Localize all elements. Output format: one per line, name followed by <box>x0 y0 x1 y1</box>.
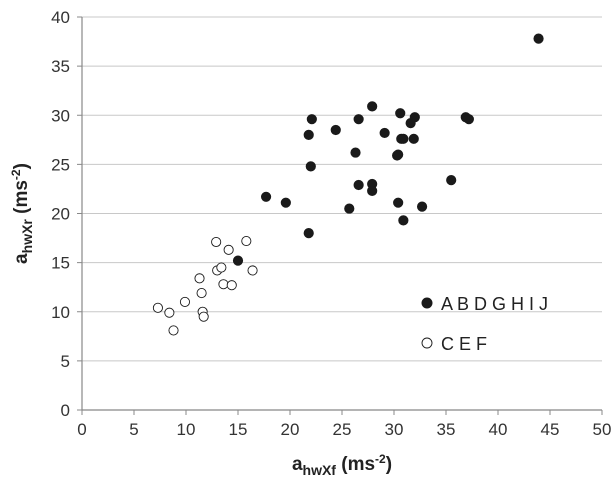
data-point-filled <box>353 114 364 125</box>
y-tick-label: 5 <box>61 352 70 371</box>
data-point-filled <box>379 127 390 139</box>
x-tick-label: 10 <box>177 420 196 439</box>
y-tick-label: 20 <box>51 205 70 224</box>
data-point-filled <box>395 108 406 119</box>
data-point-filled <box>260 191 272 202</box>
x-axis-title: ahwXf (ms-2) <box>292 452 392 478</box>
legend-item-filled: A B D G H I J <box>421 294 548 314</box>
data-point-open <box>152 302 163 313</box>
y-tick-label: 25 <box>51 155 70 174</box>
legend: A B D G H I J C E F <box>421 294 548 354</box>
data-point-open <box>226 280 237 291</box>
data-point-open <box>179 296 191 307</box>
data-point-open <box>198 311 209 322</box>
x-tick-label: 25 <box>333 420 352 439</box>
y-tick-label: 35 <box>51 57 70 76</box>
x-tick-label: 45 <box>541 420 560 439</box>
y-tick-label: 40 <box>51 8 70 27</box>
x-axis-title-main: a <box>292 454 303 475</box>
x-axis-title-sub: hwXf <box>303 462 337 478</box>
data-point-filled <box>305 161 316 172</box>
x-axis-title-close: ) <box>386 454 392 475</box>
data-point-open <box>247 265 258 276</box>
data-point-open <box>241 235 252 247</box>
data-point-filled <box>446 174 457 186</box>
y-axis-title: ahwXr (ms-2) <box>9 163 35 264</box>
x-tick-label: 35 <box>437 420 456 439</box>
data-point-open <box>196 288 207 299</box>
legend-marker-filled <box>421 297 433 309</box>
x-tick-label: 5 <box>129 420 138 439</box>
y-tick-label: 10 <box>51 303 70 322</box>
data-point-filled <box>416 201 428 212</box>
y-axis-title-sup: -2 <box>9 169 23 180</box>
x-tick-labels: 0 5 10 15 20 25 30 35 40 45 50 <box>77 410 611 439</box>
y-axis-title-sub: hwXr <box>19 219 35 254</box>
x-tick-label: 30 <box>385 420 404 439</box>
data-points <box>152 33 544 336</box>
data-point-filled <box>303 228 314 239</box>
data-point-filled <box>303 129 314 140</box>
legend-label-filled: A B D G H I J <box>441 294 548 314</box>
data-point-open <box>218 279 229 290</box>
data-point-filled <box>533 33 544 44</box>
x-tick-label: 20 <box>281 420 300 439</box>
data-point-filled <box>330 124 341 136</box>
data-point-open <box>211 236 222 248</box>
data-point-filled <box>393 197 404 208</box>
data-point-filled <box>353 179 364 191</box>
y-tick-labels: 0 5 10 15 20 25 30 35 40 <box>51 8 82 420</box>
data-point-filled <box>232 255 244 266</box>
x-tick-label: 50 <box>593 420 612 439</box>
data-point-filled <box>398 215 409 226</box>
data-point-filled <box>409 112 420 123</box>
data-point-open <box>194 273 205 284</box>
data-point-filled <box>398 133 409 144</box>
data-point-filled <box>463 114 474 125</box>
data-point-filled <box>350 147 361 158</box>
x-axis-title-sup: -2 <box>375 452 386 466</box>
data-point-open <box>216 262 227 273</box>
data-point-filled <box>393 149 404 160</box>
y-axis-title-unit: (ms <box>11 180 32 219</box>
data-point-filled <box>280 197 291 208</box>
x-tick-label: 40 <box>489 420 508 439</box>
legend-item-open: C E F <box>421 334 487 354</box>
data-point-filled <box>408 133 419 144</box>
legend-marker-open <box>421 337 433 349</box>
x-tick-label: 15 <box>229 420 248 439</box>
data-point-filled <box>306 114 317 125</box>
y-tick-label: 15 <box>51 254 70 273</box>
y-tick-label: 30 <box>51 106 70 125</box>
data-point-filled <box>367 185 378 197</box>
x-tick-label: 0 <box>77 420 86 439</box>
x-axis-title-unit: (ms <box>336 454 375 475</box>
data-point-open <box>164 307 175 318</box>
data-point-open <box>223 244 234 255</box>
legend-label-open: C E F <box>441 334 487 354</box>
data-point-filled <box>367 101 378 112</box>
data-point-filled <box>344 203 355 214</box>
y-axis-title-main: a <box>11 253 32 264</box>
data-point-open <box>168 325 179 336</box>
y-tick-label: 0 <box>61 401 70 420</box>
y-axis-title-close: ) <box>11 163 32 169</box>
